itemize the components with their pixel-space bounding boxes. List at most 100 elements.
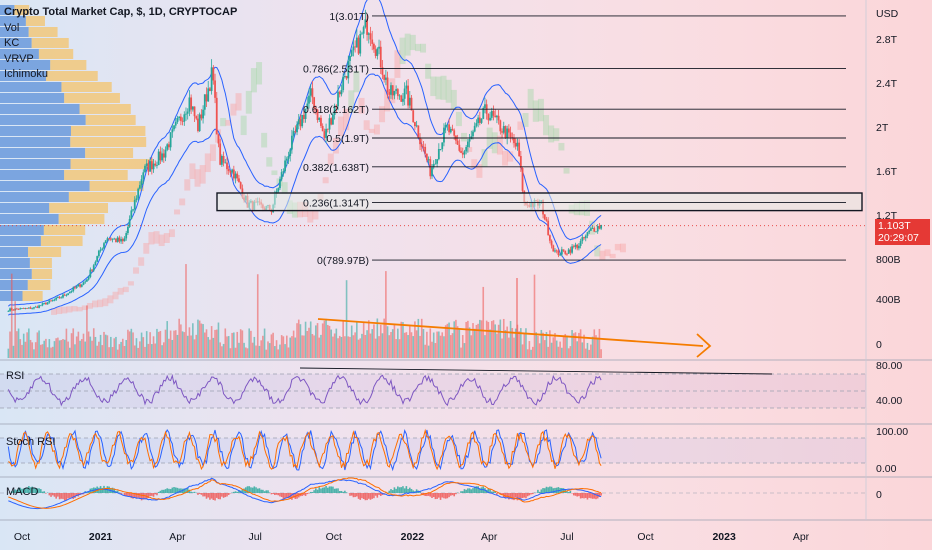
candle-body (198, 114, 201, 132)
vrvp-buy-bar (0, 280, 28, 290)
vrvp-sell-bar (40, 236, 83, 246)
volume-bar (441, 332, 444, 358)
rsi-pane-label[interactable]: RSI (6, 370, 25, 382)
macd-histogram-bar (448, 493, 450, 498)
ichimoku-cloud-segment (368, 128, 375, 134)
chart-legend: Crypto Total Market Cap, $, 1D, CRYPTOCA… (4, 5, 237, 83)
macd-histogram-bar (161, 489, 163, 493)
candle-body (145, 163, 148, 166)
macd-histogram-bar (374, 493, 377, 496)
candle-body (369, 33, 372, 40)
vrvp-buy-bar (0, 38, 32, 48)
volume-bar (419, 335, 421, 358)
macd-histogram-bar (552, 488, 555, 493)
macd-histogram-bar (149, 493, 151, 496)
candle-body (338, 91, 341, 95)
volume-bar (46, 347, 49, 358)
candle-body (359, 33, 362, 54)
volume-bar (579, 329, 582, 358)
macd-histogram-bar (48, 493, 51, 496)
candle-body (562, 249, 565, 251)
vrvp-sell-bar (25, 16, 45, 26)
volume-bar (296, 323, 298, 358)
macd-histogram-bar (205, 493, 208, 499)
volume-bar (188, 327, 191, 358)
volume-bar (347, 336, 350, 358)
macd-histogram-bar (233, 491, 235, 493)
volume-bar (190, 335, 192, 358)
macd-histogram-bar (379, 493, 382, 496)
candle-body (490, 111, 493, 118)
candle-body (412, 110, 415, 123)
volume-bar (600, 349, 602, 358)
ichimoku-cloud-segment (322, 177, 329, 184)
candle-body (169, 132, 172, 148)
volume-bar (19, 339, 22, 358)
candle-body (186, 111, 189, 114)
candle-body (480, 118, 483, 123)
ichimoku-cloud-segment (92, 300, 99, 308)
macd-histogram-bar (438, 493, 440, 498)
stoch-band (0, 438, 866, 463)
macd-histogram-bar (538, 491, 541, 493)
legend-indicator-vol[interactable]: Vol (4, 21, 20, 34)
macd-histogram-bar (188, 490, 191, 493)
stoch-rsi-pane-label[interactable]: Stoch RSI (6, 436, 56, 448)
candle-body (279, 179, 281, 189)
volume-bar (161, 345, 163, 358)
candle-body (487, 113, 490, 121)
vrvp-sell-bar (38, 49, 74, 59)
macd-histogram-bar (39, 489, 42, 493)
macd-histogram-bar (376, 493, 379, 498)
candle-body (70, 291, 73, 292)
vrvp-sell-bar (31, 38, 69, 48)
legend-indicator-kc[interactable]: KC (4, 37, 20, 49)
macd-histogram-bar (338, 490, 341, 493)
volume-bar (542, 332, 544, 358)
macd-histogram-bar (67, 493, 69, 499)
macd-histogram-bar (277, 493, 280, 496)
candle-body (157, 151, 160, 166)
ichimoku-cloud-segment (189, 163, 196, 179)
candle-body (115, 238, 117, 243)
legend-indicator-ichimoku[interactable]: Ichimoku (4, 68, 49, 80)
ichimoku-cloud-segment (343, 108, 350, 131)
legend-indicator-vrvp[interactable]: VRVP (4, 52, 34, 65)
volume-bar (371, 329, 374, 358)
macd-histogram-bar (140, 493, 143, 501)
volume-bar (287, 347, 290, 358)
volume-bar (482, 286, 485, 358)
ichimoku-cloud-segment (312, 210, 319, 220)
candle-body (598, 226, 601, 229)
ichimoku-cloud-segment (563, 168, 570, 174)
volume-bar (291, 336, 293, 358)
macd-pane-label[interactable]: MACD (6, 486, 39, 498)
vrvp-sell-bar (43, 225, 86, 235)
last-price-tag: 1.103T 20:29:07 (875, 219, 930, 245)
volume-bar (36, 332, 39, 358)
candle-body (473, 125, 476, 132)
candle-body (164, 149, 167, 158)
volume-bar (444, 325, 447, 358)
vrvp-sell-bar (58, 214, 105, 224)
ichimoku-cloud-segment (163, 233, 170, 243)
macd-histogram-bar (10, 491, 13, 493)
macd-histogram-bar (470, 489, 473, 493)
macd-histogram-bar (561, 487, 563, 493)
volume-bar (547, 346, 549, 358)
ichimoku-cloud-segment (148, 232, 155, 245)
ichimoku-cloud-segment (56, 307, 63, 315)
candle-body (43, 302, 46, 304)
candle-body (125, 233, 128, 239)
macd-histogram-bar (65, 493, 68, 501)
macd-histogram-bar (513, 493, 515, 501)
volume-bar (578, 332, 580, 358)
volume-bar (366, 330, 368, 358)
volume-bar (67, 341, 69, 358)
ichimoku-cloud-segment (133, 267, 140, 274)
candle-body (422, 146, 425, 148)
macd-histogram-bar (600, 493, 602, 496)
ichimoku-cloud-segment (394, 50, 401, 78)
